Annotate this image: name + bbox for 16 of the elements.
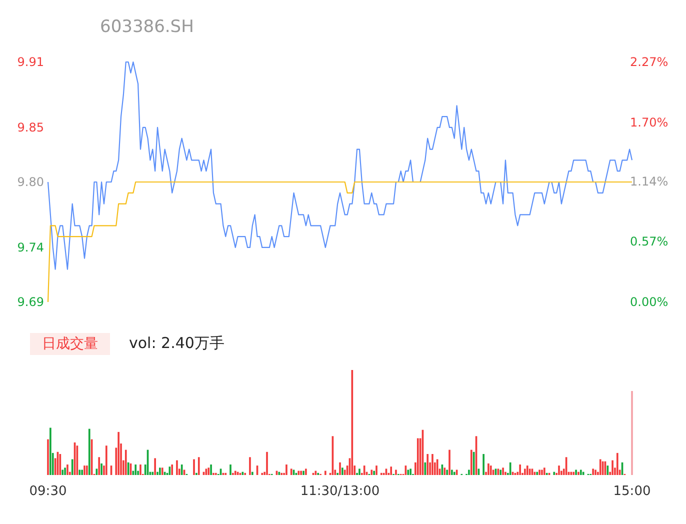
- y2-tick-label: 1.70%: [630, 115, 668, 130]
- y2-tick-label: 2.27%: [630, 55, 668, 69]
- y-tick-label: 9.69: [17, 295, 44, 309]
- y2-tick-label: 1.14%: [630, 174, 668, 188]
- x-tick-label: 15:00: [613, 484, 651, 499]
- chart-title: 603386.SH: [100, 17, 194, 37]
- y-tick-label: 9.80: [17, 175, 44, 189]
- x-tick-label: 11:30/13:00: [300, 484, 380, 499]
- y-tick-label: 9.74: [17, 240, 44, 254]
- y-tick-label: 9.85: [17, 120, 44, 134]
- y2-tick-label: 0.00%: [630, 295, 668, 309]
- chart-title: 日成交量: [42, 336, 98, 352]
- y2-tick-label: 0.57%: [630, 234, 668, 249]
- chart-subtitle: vol: 2.40万手: [129, 334, 224, 352]
- x-tick-label: 09:30: [29, 484, 67, 499]
- y-tick-label: 9.91: [17, 55, 44, 69]
